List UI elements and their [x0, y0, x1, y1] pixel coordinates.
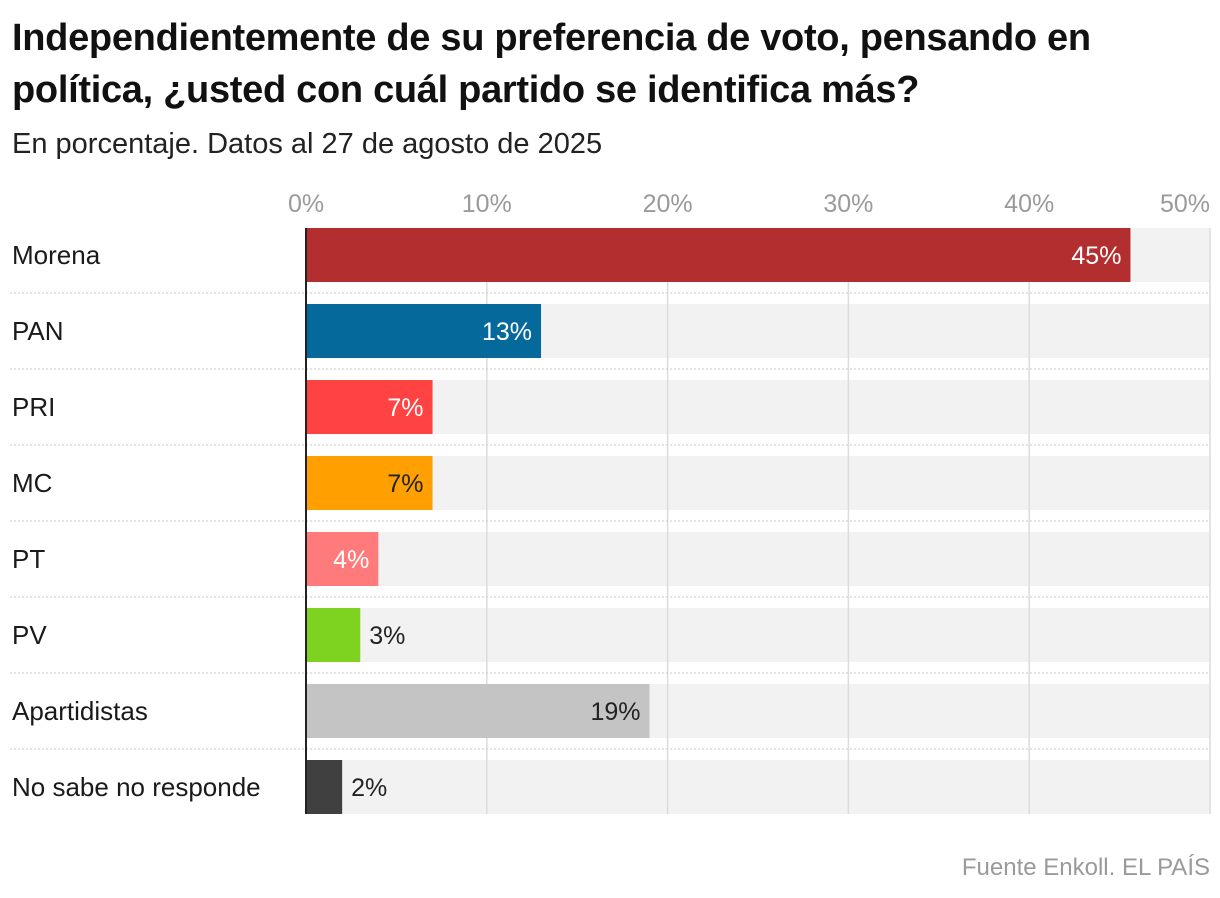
bar [306, 608, 361, 662]
category-label: PV [12, 620, 47, 650]
value-label: 7% [387, 394, 423, 422]
bar [306, 380, 433, 434]
value-label: 2% [351, 774, 387, 802]
bar-track [306, 380, 1210, 434]
value-label: 3% [369, 622, 405, 650]
value-label: 13% [482, 318, 532, 346]
chart-title: Independientemente de su preferencia de … [12, 17, 1091, 111]
x-tick-label: 10% [462, 190, 512, 218]
bar-track [306, 456, 1210, 510]
category-label: PAN [12, 316, 64, 346]
category-label: Apartidistas [12, 696, 148, 726]
bar [306, 228, 1131, 282]
value-label: 45% [1071, 242, 1121, 270]
category-label: MC [12, 468, 52, 498]
x-tick-label: 50% [1160, 190, 1210, 218]
x-tick-label: 40% [1004, 190, 1054, 218]
category-label: PRI [12, 392, 55, 422]
value-label: 19% [590, 698, 640, 726]
category-label: Morena [12, 240, 101, 270]
source-credit: Fuente Enkoll. EL PAÍS [961, 854, 1210, 881]
bar [306, 760, 343, 814]
bar-track [306, 608, 1210, 662]
bar-track [306, 532, 1210, 586]
x-tick-label: 20% [643, 190, 693, 218]
chart-subtitle: En porcentaje. Datos al 27 de agosto de … [12, 128, 603, 160]
category-label: PT [12, 544, 45, 574]
x-tick-label: 30% [823, 190, 873, 218]
bar-track [306, 760, 1210, 814]
category-label: No sabe no responde [12, 772, 261, 802]
x-tick-label: 0% [288, 190, 324, 218]
bar [306, 304, 542, 358]
value-label: 7% [387, 470, 423, 498]
bar [306, 684, 650, 738]
value-label: 4% [333, 546, 369, 574]
bar [306, 532, 379, 586]
bar [306, 456, 433, 510]
